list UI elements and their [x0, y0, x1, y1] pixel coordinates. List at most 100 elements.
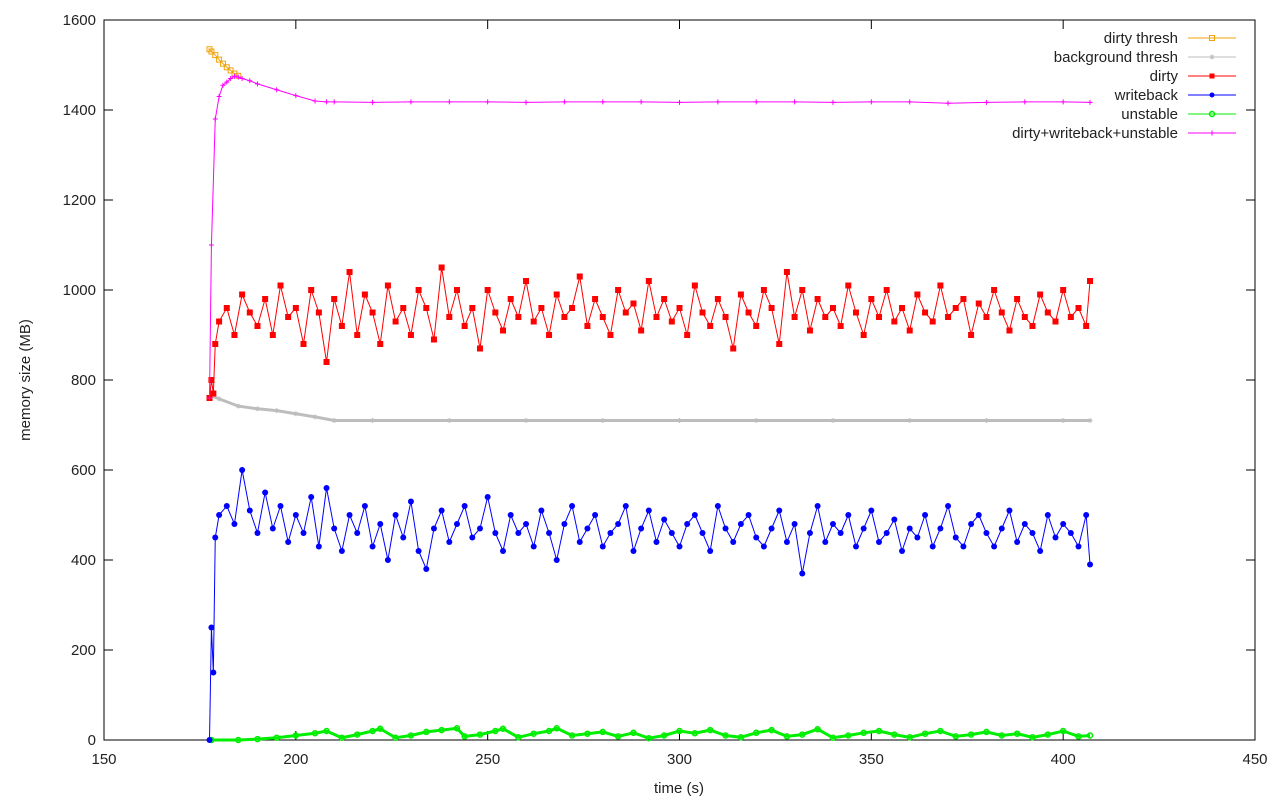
- data-point: [568, 732, 576, 739]
- data-point: [210, 390, 217, 397]
- data-point: [254, 323, 261, 329]
- data-point: [485, 99, 491, 105]
- data-point: [277, 282, 284, 289]
- data-point: [312, 414, 318, 420]
- data-point: [212, 534, 219, 541]
- data-point: [545, 727, 553, 735]
- data-point: [737, 734, 745, 741]
- data-point: [315, 309, 322, 316]
- data-point: [219, 60, 226, 67]
- data-point: [370, 418, 376, 423]
- data-point: [929, 318, 936, 325]
- data-point: [561, 99, 567, 105]
- data-point: [968, 332, 975, 338]
- legend-item-writeback: writeback: [1114, 87, 1236, 104]
- legend-label: dirty: [1150, 68, 1179, 85]
- y-tick-label: 800: [71, 372, 96, 389]
- data-point: [1075, 733, 1082, 740]
- data-point: [868, 296, 875, 302]
- data-point: [1067, 314, 1074, 320]
- data-point: [799, 287, 806, 293]
- data-point: [668, 530, 675, 536]
- series-line: [209, 75, 1091, 399]
- data-point: [714, 503, 721, 509]
- data-point: [1022, 99, 1028, 105]
- data-point: [384, 557, 391, 563]
- data-point: [323, 485, 330, 491]
- legend-swatch-marker: [1209, 54, 1215, 60]
- data-point: [212, 52, 219, 59]
- legend-swatch-marker: [1208, 110, 1216, 118]
- data-point: [1006, 507, 1013, 514]
- data-point: [952, 305, 959, 311]
- data-point: [1087, 418, 1093, 423]
- data-point: [208, 48, 215, 55]
- data-point: [407, 498, 414, 505]
- data-point: [1083, 512, 1090, 518]
- axis-tick-labels: 150 200 250 300 350 400 450 0 200 400 600 800 1000 12…: [63, 12, 1268, 768]
- data-point: [1029, 734, 1036, 741]
- data-point: [668, 318, 675, 325]
- data-point: [592, 512, 599, 518]
- data-point: [753, 534, 760, 541]
- data-point: [507, 512, 514, 518]
- data-point: [469, 534, 476, 541]
- data-point: [799, 570, 806, 577]
- data-point: [223, 503, 230, 509]
- data-point: [622, 503, 629, 509]
- data-point: [1014, 539, 1021, 545]
- data-point: [553, 557, 560, 563]
- data-point: [212, 116, 218, 122]
- data-point: [515, 530, 522, 536]
- data-point: [868, 99, 874, 105]
- data-point: [814, 725, 821, 733]
- legend-item-unstable: unstable: [1121, 106, 1236, 123]
- data-point: [983, 728, 990, 736]
- data-point: [546, 530, 553, 536]
- data-point: [991, 543, 998, 550]
- data-point: [216, 56, 223, 63]
- data-point: [906, 734, 913, 741]
- data-point: [407, 732, 415, 739]
- data-point: [600, 418, 606, 423]
- data-point: [661, 296, 668, 302]
- x-tick-label: 400: [1051, 751, 1076, 768]
- data-point: [830, 418, 836, 423]
- data-point: [312, 98, 318, 104]
- data-point: [206, 737, 213, 743]
- data-point: [730, 539, 737, 545]
- legend-item-dirty-thresh: dirty thresh: [1104, 30, 1236, 47]
- data-point: [783, 733, 791, 740]
- data-point: [1087, 561, 1094, 568]
- data-point: [311, 730, 319, 737]
- data-point: [937, 525, 944, 532]
- data-point: [499, 725, 507, 732]
- data-point: [760, 543, 767, 550]
- data-point: [446, 418, 452, 423]
- data-point: [331, 296, 338, 302]
- data-point: [983, 418, 989, 423]
- data-point: [614, 733, 622, 740]
- data-point: [561, 314, 568, 320]
- data-point: [354, 530, 361, 536]
- data-point: [377, 341, 384, 347]
- data-point: [1087, 99, 1093, 105]
- data-point: [484, 494, 491, 500]
- data-point: [376, 725, 384, 732]
- data-point: [220, 82, 226, 88]
- data-point: [239, 291, 246, 298]
- data-point: [377, 521, 384, 527]
- data-point: [293, 411, 299, 417]
- data-point: [776, 341, 783, 347]
- series-writeback: [206, 467, 1094, 743]
- data-point: [945, 503, 952, 509]
- data-point: [1060, 521, 1067, 527]
- data-point: [254, 81, 260, 87]
- data-point: [914, 534, 921, 541]
- data-point: [492, 530, 499, 536]
- data-point: [254, 735, 261, 743]
- data-point: [208, 377, 215, 383]
- data-point: [446, 539, 453, 545]
- data-point: [400, 305, 407, 311]
- data-point: [745, 512, 752, 518]
